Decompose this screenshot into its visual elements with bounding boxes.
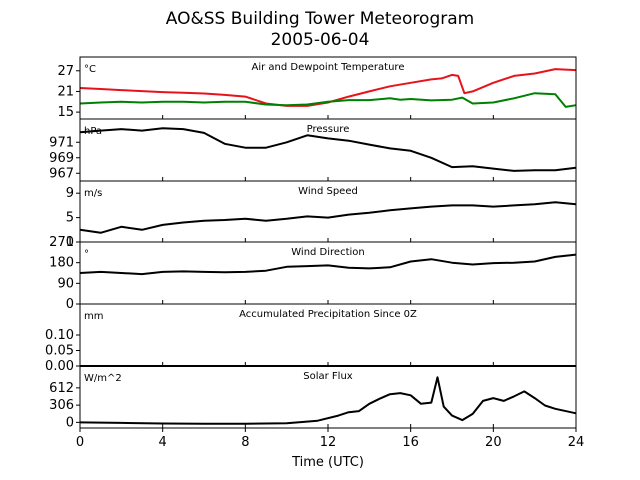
panel-5: 0.000.050.10 mm Accumulated Precipitation … (45, 303, 577, 374)
panel-3-unit: m/s (84, 188, 102, 199)
panel-1-title: Air and Dewpoint Temperature (252, 62, 405, 73)
panel-6-y-tick-label: 0 (66, 415, 74, 430)
panel-1-y-tick-label: 21 (57, 84, 74, 99)
x-tick-label: 16 (402, 435, 419, 450)
panel-1-y-tick-label: 15 (57, 105, 74, 120)
x-axis: 0 4 8 12 16 20 24 (76, 428, 584, 450)
panel-4-y-tick-label: 180 (49, 256, 74, 271)
panel-3-y-tick-label: 9 (66, 186, 74, 201)
panel-4-unit: ° (84, 249, 89, 260)
panel-5-y-tick-label: 0.10 (45, 328, 74, 343)
x-tick-label: 8 (241, 435, 249, 450)
panel-6-unit: W/m^2 (84, 373, 122, 384)
panel-6-title: Solar Flux (303, 371, 353, 382)
panel-3-series-1-line (79, 201, 577, 234)
panel-1-unit: °C (84, 64, 96, 75)
panel-5-title: Accumulated Precipitation Since 0Z (239, 309, 417, 320)
x-tick-label: 0 (76, 435, 84, 450)
panel-4-series-1-line (79, 253, 577, 276)
panel-4-y-tick-label: 0 (66, 297, 74, 312)
panel-5-unit: mm (84, 311, 103, 322)
panel-3-y-tick-label: 5 (66, 211, 74, 226)
panel-5-y-tick-label: 0.00 (45, 359, 74, 374)
figure-title: AO&SS Building Tower Meteorogram (166, 9, 474, 29)
panel-6: 0 306 612 W/m^2 Solar Flux (49, 365, 577, 430)
panel-3: 1 5 9 m/s Wind Speed (66, 180, 577, 250)
panel-2-y-tick-label: 967 (49, 166, 74, 181)
panel-4-y-tick-label: 270 (49, 235, 74, 250)
x-tick-label: 12 (320, 435, 337, 450)
panel-2-series-1-line (79, 127, 577, 172)
panel-2-y-tick-label: 969 (49, 151, 74, 166)
panel-5-y-tick-label: 0.05 (45, 344, 74, 359)
figure-subtitle: 2005-06-04 (271, 30, 370, 50)
panel-3-y-tick-label: 1 (66, 235, 74, 250)
panel-6-series-1-line (79, 376, 577, 425)
panel-1-y-tick-label: 27 (57, 64, 74, 79)
panel-6-y-tick-label: 612 (49, 381, 74, 396)
panel-2-title: Pressure (307, 124, 350, 135)
panel-4: 0 90 180 270 ° Wind Direction (49, 235, 577, 312)
x-tick-label: 4 (159, 435, 167, 450)
panel-1-series-2-line (79, 92, 577, 108)
panel-1-series-1-line (79, 68, 577, 107)
panel-3-title: Wind Speed (298, 186, 358, 197)
panel-4-y-tick-label: 90 (57, 276, 74, 291)
panel-4-title: Wind Direction (291, 247, 365, 258)
x-tick-label: 20 (485, 435, 502, 450)
panel-1: 15 21 27 °C Air and Dewpoint Temperature (57, 56, 577, 120)
x-axis-label: Time (UTC) (291, 455, 364, 470)
panel-2-y-tick-label: 971 (49, 135, 74, 150)
panel-2-unit: hPa (84, 126, 102, 137)
panel-6-y-tick-label: 306 (49, 398, 74, 413)
x-tick-label: 24 (568, 435, 585, 450)
